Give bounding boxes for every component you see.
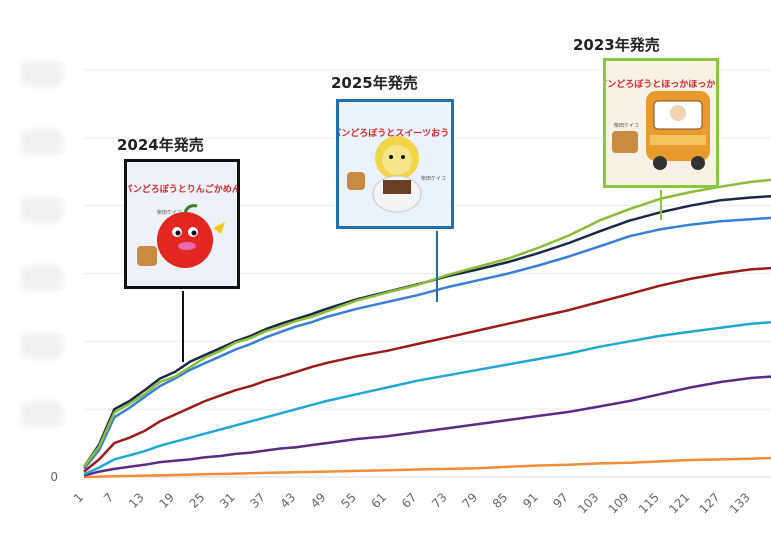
y-tick-hidden bbox=[22, 266, 62, 290]
x-tick-label: 55 bbox=[338, 490, 359, 511]
series-line bbox=[83, 321, 771, 476]
x-tick-label: 7 bbox=[101, 490, 116, 505]
x-tick-label: 43 bbox=[278, 490, 299, 511]
lion-book-art: パンどろぼうとスイーツおうじ 柴田ケイコ bbox=[339, 102, 451, 226]
book-cover-apple: パンどろぼうとりんごかめん 柴田ケイコ bbox=[124, 159, 240, 289]
x-tick-label: 115 bbox=[636, 490, 662, 516]
x-tick-label: 1 bbox=[71, 490, 86, 505]
series-line bbox=[82, 194, 771, 468]
x-tick-label: 121 bbox=[666, 490, 692, 516]
y-tick-label: 0 bbox=[50, 470, 58, 484]
x-tick-label: 91 bbox=[520, 490, 541, 511]
book-author: 柴田ケイコ bbox=[614, 122, 639, 129]
x-tick-label: 25 bbox=[187, 490, 208, 511]
bus-book-art: パンどろぼうとほっかほっかー 柴田ケイコ bbox=[606, 61, 716, 185]
y-tick-hidden bbox=[22, 334, 62, 358]
x-tick-label: 85 bbox=[490, 490, 511, 511]
x-tick-label: 127 bbox=[697, 490, 723, 516]
y-tick-hidden bbox=[22, 62, 62, 86]
series-line bbox=[83, 375, 771, 477]
book-cover-lion: パンどろぼうとスイーツおうじ 柴田ケイコ bbox=[336, 99, 454, 229]
book-title-text: パンどろぼうとほっかほっかー bbox=[606, 78, 716, 90]
x-tick-label: 49 bbox=[308, 490, 329, 511]
book-title-text: パンどろぼうとりんごかめん bbox=[127, 183, 237, 195]
x-tick-label: 97 bbox=[550, 490, 571, 511]
y-tick-hidden bbox=[22, 198, 62, 222]
x-tick-label: 67 bbox=[399, 490, 420, 511]
x-tick-label: 37 bbox=[247, 490, 268, 511]
book-title-text: パンどろぼうとスイーツおうじ bbox=[339, 127, 451, 139]
book-cover-bus: パンどろぼうとほっかほっかー 柴田ケイコ bbox=[603, 58, 719, 188]
x-tick-label: 31 bbox=[217, 490, 238, 511]
series-layer bbox=[82, 178, 771, 479]
series-line bbox=[83, 216, 771, 470]
x-tick-label: 103 bbox=[575, 490, 601, 516]
book-author: 柴田ケイコ bbox=[157, 209, 182, 216]
series-line bbox=[83, 456, 771, 479]
y-tick-hidden bbox=[22, 402, 62, 426]
callout-2024-label: 2024年発売 bbox=[117, 136, 204, 154]
x-tick-label: 133 bbox=[727, 490, 753, 516]
x-tick-label: 61 bbox=[369, 490, 390, 511]
book-author: 柴田ケイコ bbox=[421, 175, 446, 182]
x-tick-label: 109 bbox=[606, 490, 632, 516]
y-tick-hidden bbox=[22, 130, 62, 154]
x-tick-label: 79 bbox=[459, 490, 480, 511]
x-tick-label: 73 bbox=[429, 490, 450, 511]
callout-connectors bbox=[182, 190, 662, 362]
callout-2025-label: 2025年発売 bbox=[331, 74, 418, 92]
x-tick-label: 13 bbox=[126, 490, 147, 511]
x-tick-label: 19 bbox=[156, 490, 177, 511]
callout-2023-label: 2023年発売 bbox=[573, 36, 660, 54]
series-line bbox=[83, 266, 771, 473]
series-line bbox=[82, 178, 771, 468]
apple-book-art: パンどろぼうとりんごかめん 柴田ケイコ bbox=[127, 162, 237, 286]
